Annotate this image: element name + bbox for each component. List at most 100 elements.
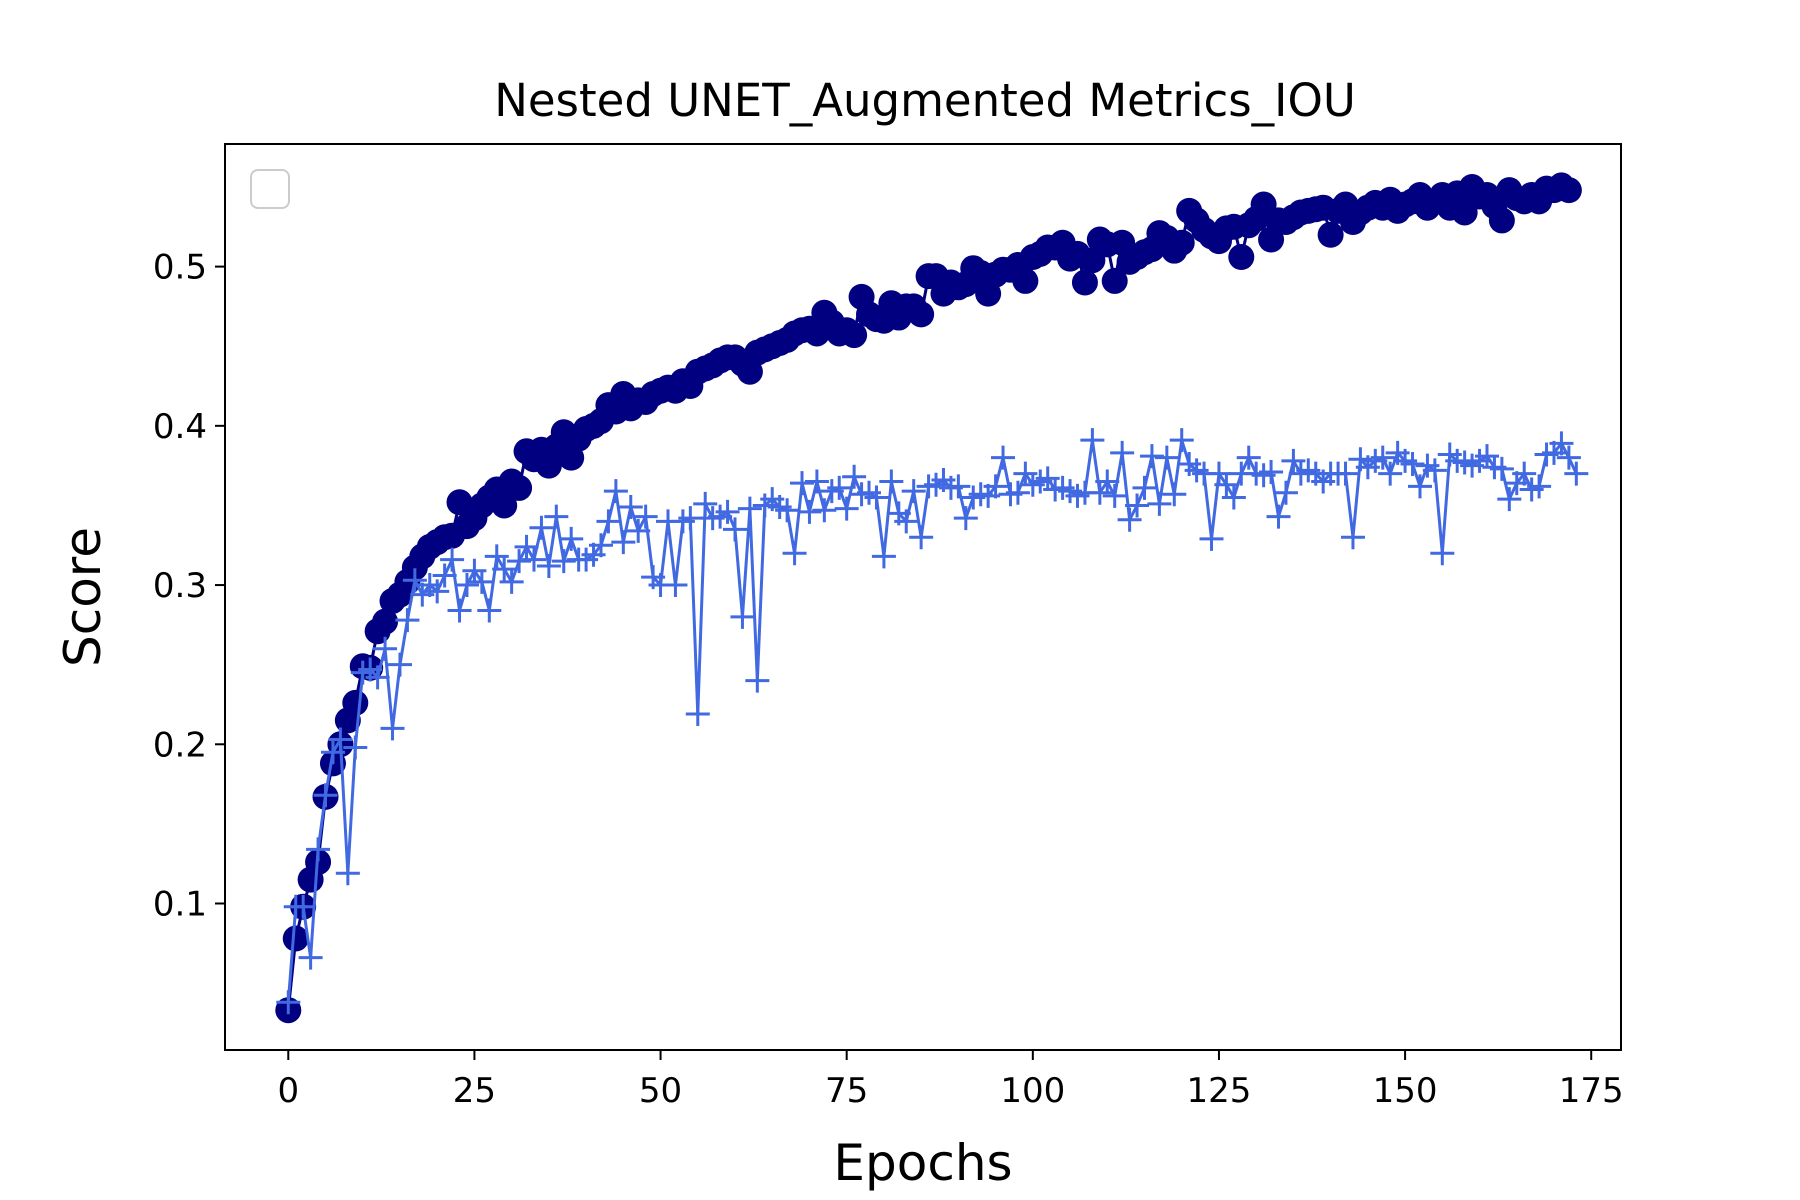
x-tick-label: 75 xyxy=(825,1071,868,1111)
data-point xyxy=(432,563,457,588)
data-point xyxy=(1422,458,1447,483)
x-tick-label: 175 xyxy=(1559,1071,1624,1111)
data-point xyxy=(879,469,904,494)
data-point xyxy=(812,498,837,523)
data-point xyxy=(1154,445,1179,470)
data-point xyxy=(841,322,868,349)
data-point xyxy=(402,568,427,593)
data-point xyxy=(1012,267,1039,294)
data-point xyxy=(343,735,368,760)
data-point xyxy=(842,464,867,489)
data-point xyxy=(1228,244,1255,271)
data-point xyxy=(678,506,703,531)
data-point xyxy=(507,549,532,574)
x-axis-label: Epochs xyxy=(833,1134,1012,1192)
data-point xyxy=(909,525,934,550)
data-point xyxy=(596,509,621,534)
data-point xyxy=(1168,229,1195,256)
y-tick-label: 0.2 xyxy=(153,725,207,765)
x-tick-label: 125 xyxy=(1186,1071,1251,1111)
data-point xyxy=(1221,485,1246,510)
data-point xyxy=(633,504,658,529)
data-point xyxy=(1005,480,1030,505)
data-point xyxy=(1162,482,1187,507)
data-point xyxy=(693,491,718,516)
data-point xyxy=(901,479,926,504)
data-point xyxy=(588,533,613,558)
data-point xyxy=(983,474,1008,499)
data-point xyxy=(506,474,533,501)
data-point xyxy=(1340,525,1365,550)
data-point xyxy=(447,598,472,623)
data-point xyxy=(663,573,688,598)
data-point xyxy=(797,499,822,524)
data-point xyxy=(1489,456,1514,481)
data-point xyxy=(611,530,636,555)
data-point xyxy=(723,517,748,542)
data-point xyxy=(1556,445,1581,470)
x-tick-label: 150 xyxy=(1373,1071,1438,1111)
data-point xyxy=(372,608,399,635)
data-point xyxy=(804,469,829,494)
data-point xyxy=(320,740,345,765)
data-point xyxy=(521,547,546,572)
data-point xyxy=(946,474,971,499)
data-point xyxy=(775,498,800,523)
data-point xyxy=(373,636,398,661)
y-tick-label: 0.5 xyxy=(153,248,207,288)
data-point xyxy=(469,569,494,594)
data-point xyxy=(894,509,919,534)
data-point xyxy=(536,553,561,578)
data-point xyxy=(1139,444,1164,469)
x-axis: 0 25 50 75 100 125 150 175 xyxy=(277,1050,1624,1111)
data-point xyxy=(834,496,859,521)
data-point xyxy=(454,573,479,598)
data-point xyxy=(1102,483,1127,508)
data-point xyxy=(991,445,1016,470)
data-point xyxy=(715,499,740,524)
data-point xyxy=(276,990,301,1015)
data-point xyxy=(1370,445,1395,470)
data-point xyxy=(864,485,889,510)
data-point xyxy=(1117,507,1142,532)
data-point xyxy=(1555,177,1582,204)
data-point xyxy=(1132,475,1157,500)
data-point xyxy=(387,652,412,677)
data-point xyxy=(745,668,770,693)
data-point xyxy=(484,544,509,569)
data-point xyxy=(1497,487,1522,512)
legend-box xyxy=(250,169,290,209)
data-point xyxy=(1101,267,1128,294)
data-point xyxy=(827,475,852,500)
x-tick-label: 100 xyxy=(1000,1071,1065,1111)
data-point xyxy=(529,515,554,540)
y-tick-label: 0.1 xyxy=(153,885,207,925)
data-point xyxy=(1125,493,1150,518)
data-point xyxy=(291,894,316,919)
data-point xyxy=(282,925,309,952)
data-point xyxy=(551,549,576,574)
data-point xyxy=(298,945,323,970)
chart-title: Nested UNET_Augmented Metrics_IOU xyxy=(494,74,1356,127)
data-point xyxy=(1549,431,1574,456)
x-tick-label: 25 xyxy=(453,1071,496,1111)
data-point xyxy=(380,716,405,741)
data-point xyxy=(1147,491,1172,516)
data-point xyxy=(342,689,369,716)
data-point xyxy=(1110,440,1135,465)
data-point xyxy=(1095,469,1120,494)
data-point xyxy=(626,518,651,543)
data-point xyxy=(1527,474,1552,499)
data-point xyxy=(1488,207,1515,234)
x-tick-label: 50 xyxy=(639,1071,682,1111)
data-point xyxy=(1080,428,1105,453)
data-point xyxy=(335,861,360,886)
data-point xyxy=(953,506,978,531)
y-axis-label: Score xyxy=(54,527,112,667)
data-point xyxy=(685,702,710,727)
y-axis: 0.1 0.2 0.3 0.4 0.5 xyxy=(153,248,225,925)
data-point xyxy=(1564,461,1589,486)
data-point xyxy=(492,557,517,582)
data-point xyxy=(440,547,465,572)
y-tick-label: 0.4 xyxy=(153,407,207,447)
